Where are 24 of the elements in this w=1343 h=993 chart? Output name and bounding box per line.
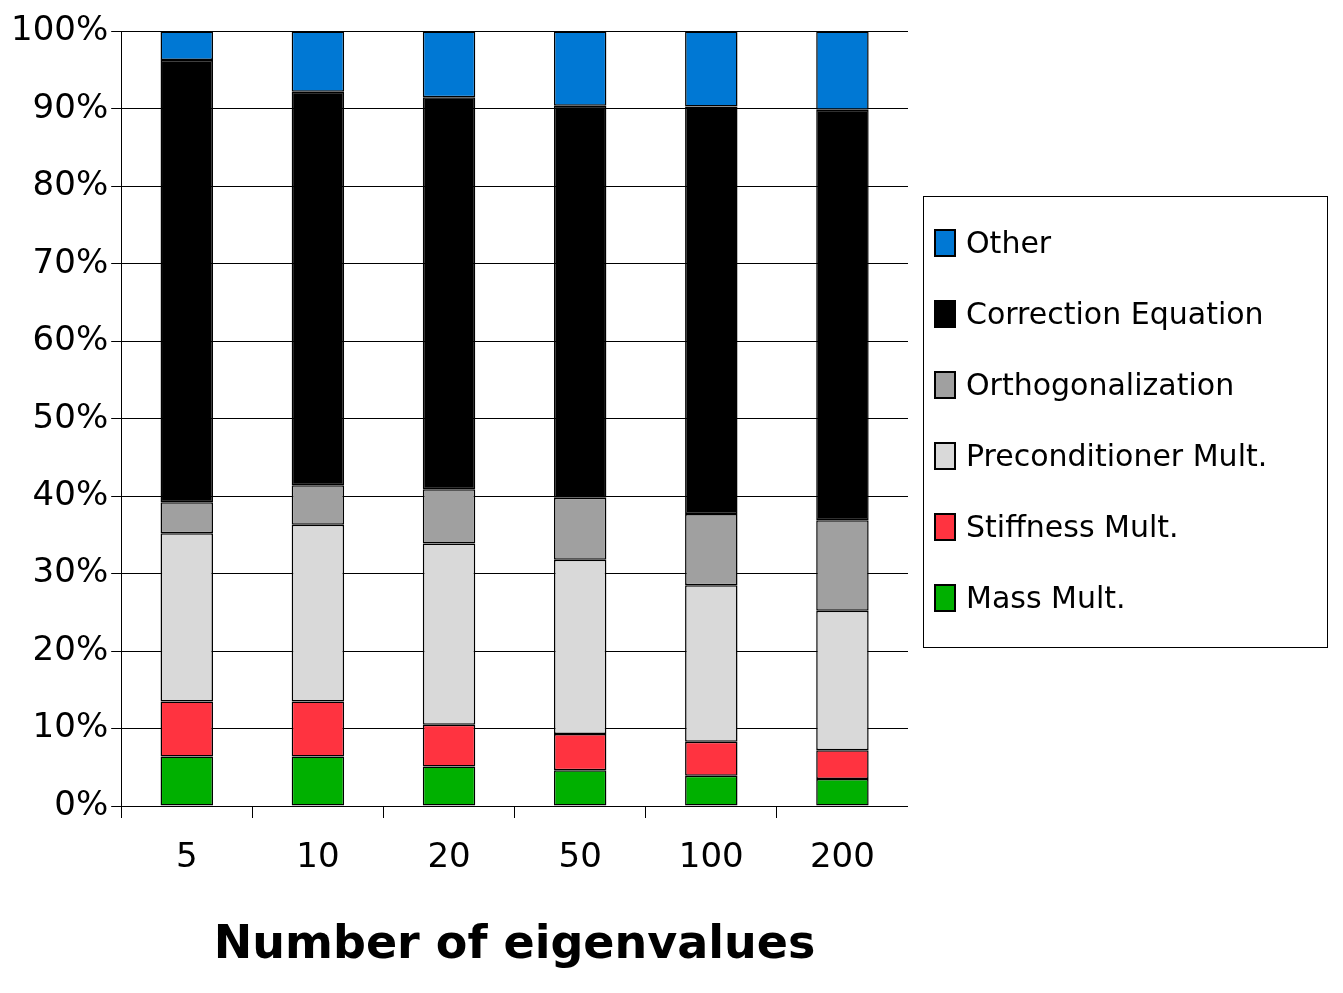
legend-label: Stiffness Mult. xyxy=(966,509,1179,544)
y-tick-label: 10% xyxy=(32,705,109,746)
x-tick-label: 10 xyxy=(296,835,340,876)
y-tick-label: 90% xyxy=(32,85,109,126)
y-tick-label: 100% xyxy=(11,8,109,49)
y-tick-label: 70% xyxy=(32,240,109,281)
y-tick-label: 30% xyxy=(32,550,109,591)
legend-label: Correction Equation xyxy=(966,296,1264,331)
x-tick-label: 100 xyxy=(678,835,744,876)
x-tick-label: 200 xyxy=(809,835,875,876)
x-axis-title: Number of eigenvalues xyxy=(213,915,816,970)
legend-label: Other xyxy=(966,225,1052,260)
x-tick-label: 5 xyxy=(175,835,198,876)
x-tick-label: 50 xyxy=(558,835,602,876)
y-tick-label: 0% xyxy=(54,782,109,823)
y-tick-label: 20% xyxy=(32,627,109,668)
y-tick-label: 80% xyxy=(32,163,109,204)
x-tick-label: 20 xyxy=(427,835,471,876)
y-tick-label: 60% xyxy=(32,318,109,359)
y-tick-label: 40% xyxy=(32,472,109,513)
legend-label: Orthogonalization xyxy=(966,367,1235,402)
y-tick-label: 50% xyxy=(32,395,109,436)
legend-label: Preconditioner Mult. xyxy=(966,438,1268,473)
legend-label: Mass Mult. xyxy=(966,580,1126,615)
